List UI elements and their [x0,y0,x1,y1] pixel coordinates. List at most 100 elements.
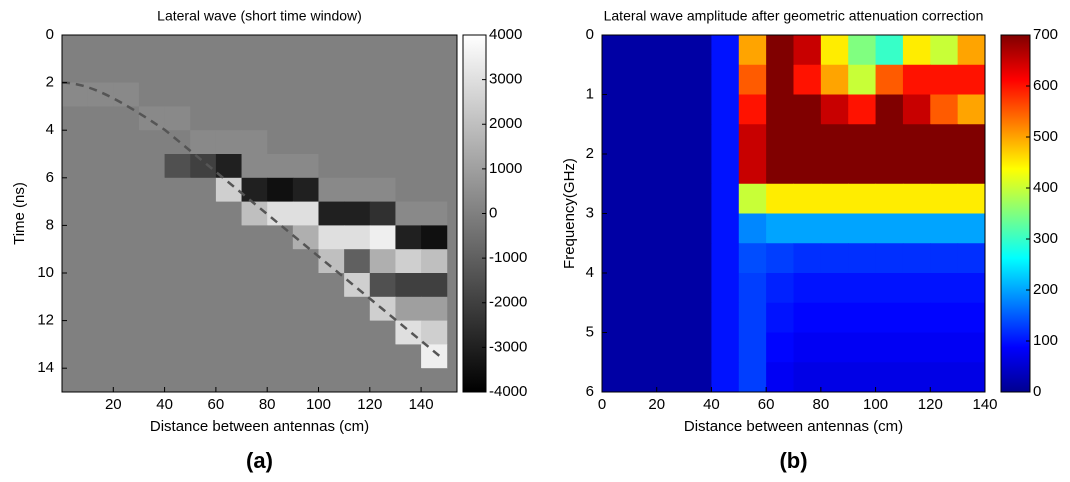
heatmap-cell [629,213,658,244]
heatmap-cell [738,213,767,244]
heatmap-cell [113,296,140,322]
heatmap-cell [820,332,849,363]
heatmap-cell [318,320,345,345]
heatmap-cell [62,273,89,298]
heatmap-cell [138,130,166,155]
colorbar-tick-label: 500 [1033,128,1058,145]
heatmap-cell [629,243,658,274]
y-tick-label: 6 [586,383,594,400]
heatmap-cell [292,344,319,369]
heatmap-cell [421,225,448,250]
heatmap-cell [87,296,114,322]
heatmap-cell [602,124,630,155]
heatmap-cell [87,344,114,369]
heatmap-cell [241,106,268,131]
colorbar-tick-label: 200 [1033,281,1058,298]
heatmap-cell [875,94,904,125]
heatmap-cell [930,273,959,304]
colorbar-tick-label: 3000 [489,71,522,88]
heatmap-cell [711,154,740,185]
colorbar-tick-label: -4000 [489,383,527,400]
heatmap-cell [629,64,658,95]
heatmap-cell [875,35,904,66]
heatmap-cell [215,249,243,274]
heatmap-cell [793,302,822,333]
heatmap-cell [318,35,345,60]
x-tick-label: 100 [306,396,331,413]
heatmap-cell [267,296,294,322]
heatmap-cell [930,35,959,66]
heatmap-cell [62,177,89,203]
x-tick-label: 40 [703,396,720,413]
heatmap-cell [87,249,114,274]
heatmap-cell [421,344,448,369]
heatmap-cell [62,106,89,131]
heatmap-cell [957,154,985,185]
heatmap-cell [684,273,712,304]
y-tick-label: 10 [37,264,54,281]
heatmap-cell [629,94,658,125]
colorbar-tick-label: 0 [1033,383,1041,400]
heatmap-cell [421,58,448,84]
heatmap-cell [875,362,904,392]
heatmap-cell [292,320,319,345]
heatmap-cell [848,35,877,66]
heatmap-cell [848,362,877,392]
heatmap-cell [138,201,166,226]
heatmap-cell [421,130,448,155]
heatmap-cell [738,332,767,363]
heatmap-cell [957,332,985,363]
heatmap-cell [164,35,191,60]
heatmap-cell [318,225,345,250]
heatmap-cell [267,344,294,369]
heatmap-cell [62,82,89,107]
colorbar-tick-label: -2000 [489,294,527,311]
heatmap-cell [793,213,822,244]
heatmap-cell [820,213,849,244]
heatmap-cell [738,94,767,125]
heatmap-cell [738,302,767,333]
heatmap-cell [793,362,822,392]
x-tick-label: 120 [918,396,943,413]
heatmap-cell [820,273,849,304]
heatmap-cell [318,154,345,179]
heatmap-cell [267,130,294,155]
panel-b: 0 20 40 60 80 100 120 140 0 1 2 3 4 5 6 Lateral wave am… [561,8,1058,473]
heatmap-cell [344,130,371,155]
heatmap-cell [113,225,140,250]
heatmap-cell [629,124,658,155]
x-tick-label: 20 [648,396,665,413]
x-tick-label: 120 [357,396,382,413]
heatmap-cell [930,302,959,333]
heatmap-cell [395,58,422,84]
y-tick-label: 5 [586,323,594,340]
heatmap-cell [62,130,89,155]
heatmap-cell [602,332,630,363]
heatmap-cell [602,94,630,125]
heatmap-cell [766,124,794,155]
heatmap-cell [369,82,396,107]
heatmap-cell [215,344,243,369]
heatmap-cell [902,362,931,392]
heatmap-cell [738,35,767,66]
heatmap-cell [629,362,658,392]
heatmap-cell [930,332,959,363]
heatmap-cell [738,64,767,95]
heatmap-cell [369,201,396,226]
heatmap-cell [113,249,140,274]
heatmap-cell [241,249,268,274]
heatmap-cell [87,320,114,345]
heatmap-cell [602,302,630,333]
heatmap-cell [684,213,712,244]
heatmap-cell [684,94,712,125]
heatmap-cell [267,106,294,131]
heatmap-cell [344,82,371,107]
heatmap-cell [957,64,985,95]
heatmap-cell [267,82,294,107]
heatmap-cell [820,124,849,155]
heatmap-cell [215,130,243,155]
heatmap-cell [164,225,191,250]
heatmap-cell [267,249,294,274]
heatmap-cell [395,154,422,179]
heatmap-cell [684,183,712,214]
